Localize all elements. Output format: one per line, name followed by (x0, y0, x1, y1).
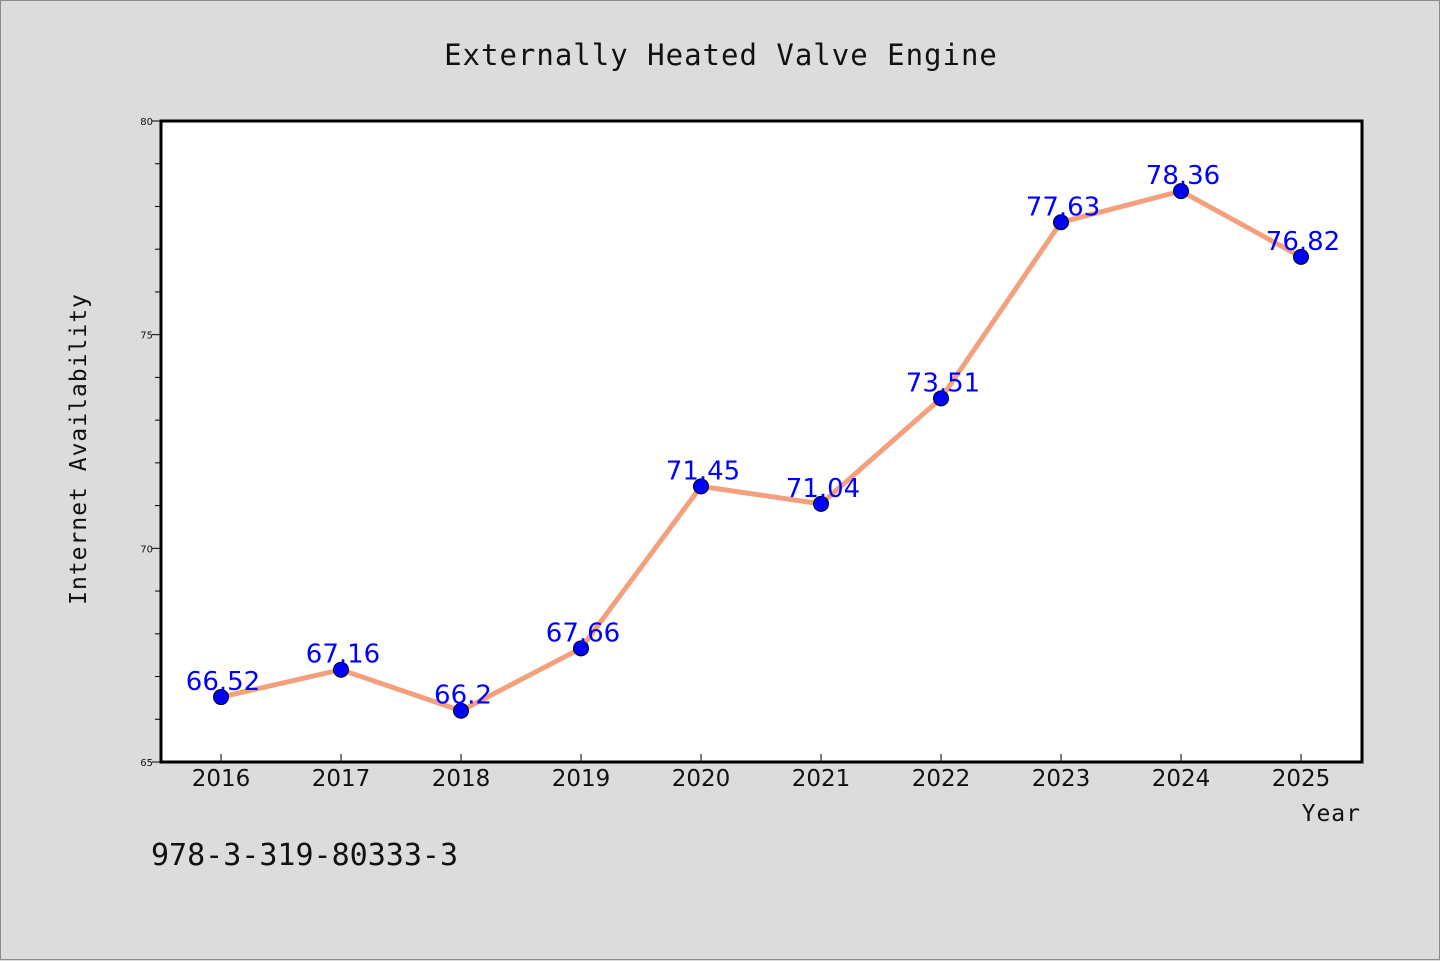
x-tick-label: 2023 (1032, 766, 1091, 792)
x-tick-label: 2020 (672, 766, 731, 792)
data-label: 66.2 (434, 681, 492, 711)
series-line (218, 188, 1304, 714)
data-point (213, 689, 229, 706)
x-tick-label: 2019 (552, 766, 611, 792)
y-axis: 65 70 75 80 (140, 117, 161, 769)
y-tick-label: 65 (140, 758, 153, 769)
y-tick-label: 75 (140, 331, 153, 342)
data-point (1053, 214, 1069, 231)
x-axis: 2016 2017 2018 2019 2020 2021 2022 2023 2024 2025 (192, 754, 1331, 792)
data-label: 66.52 (186, 667, 260, 697)
data-label: 67.66 (546, 618, 620, 648)
series-layer: 66.52 67.16 66.2 67.66 71.45 71.04 73.51 77.63 7… (186, 161, 1340, 719)
x-tick-label: 2025 (1272, 766, 1331, 792)
x-tick-label: 2022 (912, 766, 971, 792)
data-label: 71.45 (666, 456, 740, 486)
plot-area (159, 119, 1364, 764)
data-label: 76.82 (1266, 227, 1340, 257)
data-point (333, 661, 349, 678)
data-point (813, 495, 829, 512)
data-point (1293, 248, 1309, 265)
data-point (1173, 183, 1189, 200)
data-point (933, 390, 949, 407)
data-point (453, 702, 469, 719)
x-tick-label: 2016 (192, 766, 251, 792)
y-axis-title: Internet Availability (66, 293, 92, 605)
data-label: 71.04 (786, 474, 860, 504)
data-label: 78.36 (1146, 161, 1220, 191)
data-label: 77.63 (1026, 192, 1100, 222)
x-tick-label: 2017 (312, 766, 371, 792)
y-tick-label: 70 (140, 544, 153, 555)
x-tick-label: 2021 (792, 766, 851, 792)
data-label: 67.16 (306, 640, 380, 670)
x-tick-label: 2024 (1152, 766, 1211, 792)
chart-title: Externally Heated Valve Engine (444, 38, 998, 72)
data-label: 73.51 (906, 368, 980, 398)
data-point (693, 478, 709, 495)
x-axis-title: Year (1302, 801, 1361, 827)
y-tick-label: 80 (140, 117, 153, 128)
footnote-isbn: 978-3-319-80333-3 (151, 838, 458, 873)
data-point (573, 640, 589, 657)
x-tick-label: 2018 (432, 766, 491, 792)
